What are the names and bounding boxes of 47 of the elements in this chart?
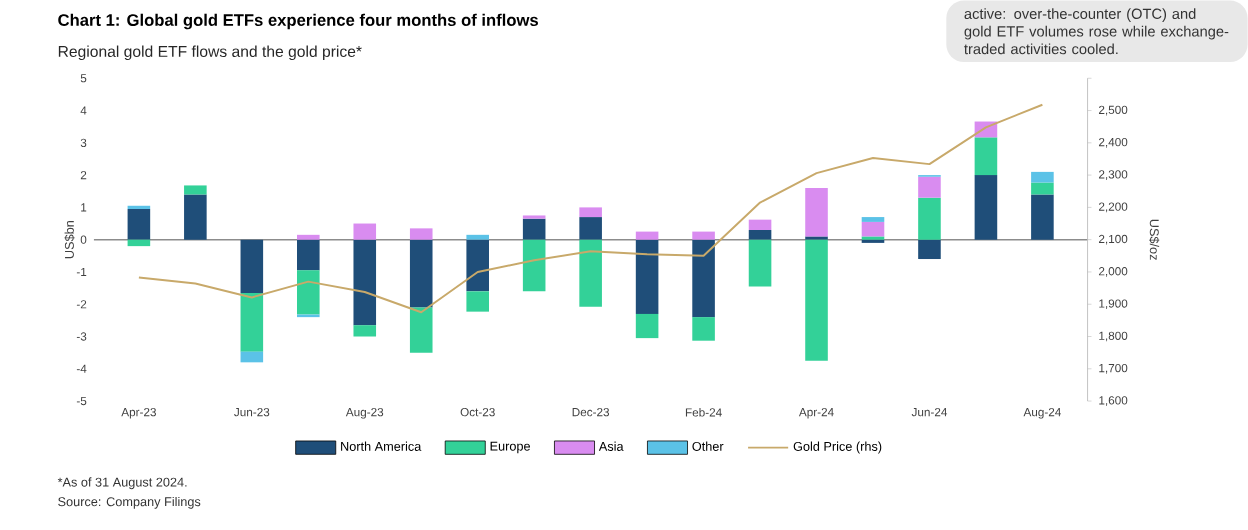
bar [635,231,659,240]
bar [579,239,602,307]
bar [635,313,659,339]
bar [297,234,320,240]
bar [918,239,941,259]
bar [466,239,489,292]
bar [353,223,377,240]
bar [692,231,715,240]
bar [409,228,433,240]
bar [918,197,941,240]
bar [353,239,377,326]
bar [522,239,546,292]
bar [692,317,715,341]
bar [297,270,320,315]
bar [579,207,602,217]
bar [1031,194,1054,240]
bar [240,351,264,363]
bar [1031,171,1054,183]
bar [240,239,264,293]
bar [466,291,489,312]
bar [861,221,885,237]
bar [409,239,433,308]
bar [974,175,998,240]
bar [127,208,151,240]
bar [748,239,772,287]
bar [579,216,602,240]
bar [918,176,941,198]
bar [127,239,151,247]
bar [466,234,489,240]
bar [522,218,546,240]
bar [184,194,207,240]
bar [861,216,885,222]
bar [240,292,264,352]
bar [805,239,828,361]
bar [635,239,659,314]
bar [748,229,772,240]
bar [805,187,828,237]
chart-title: Chart 1: Global gold ETFs experience four months of inflows [58,13,538,30]
bar [1031,182,1054,195]
bar [297,239,320,271]
line-series [137,103,1044,314]
bar [353,325,377,337]
bar [692,239,715,318]
bar [184,185,207,195]
bar [409,307,433,353]
bar [748,219,772,230]
bar [974,137,998,176]
